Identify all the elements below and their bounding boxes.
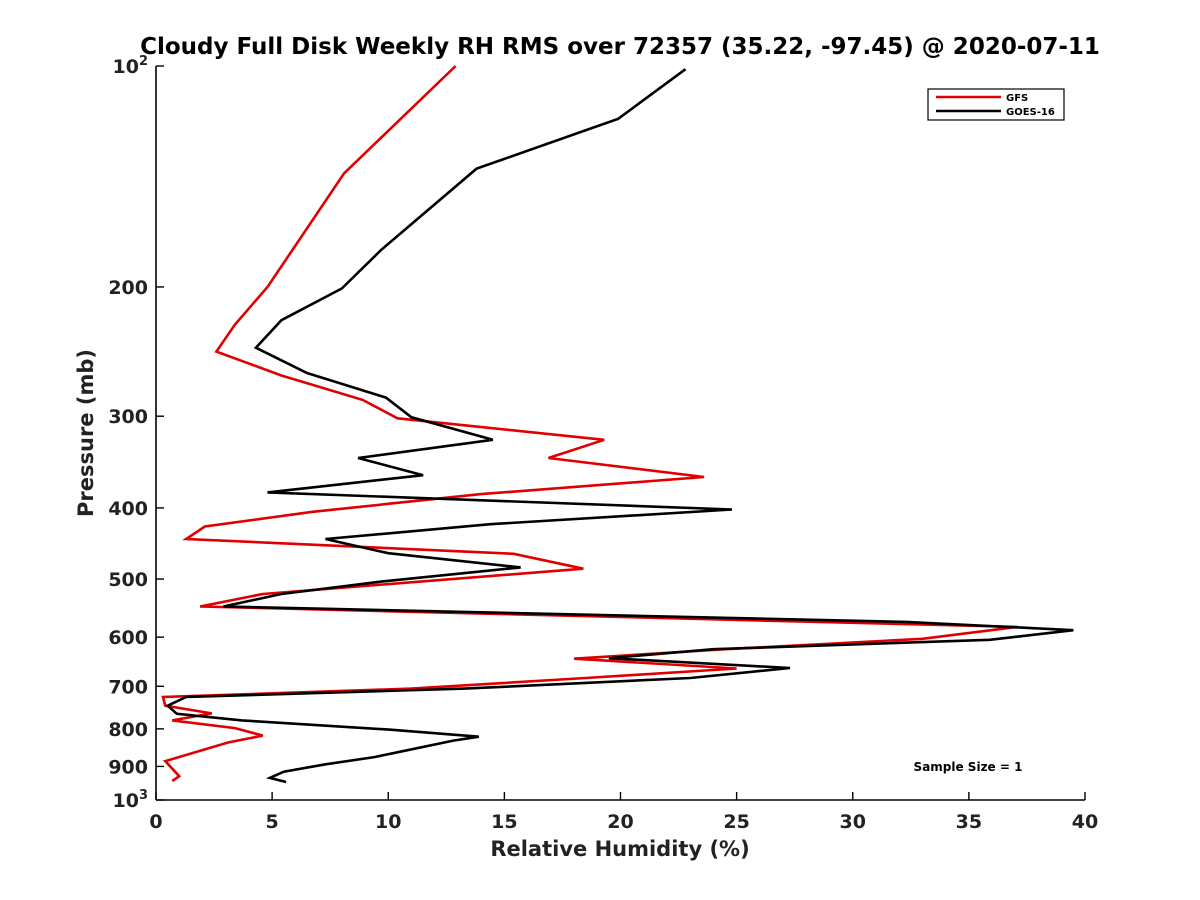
x-tick-label: 40 xyxy=(1072,811,1098,833)
y-tick-exponent: 3 xyxy=(139,788,148,803)
y-tick-base: 10 xyxy=(113,790,139,812)
x-axis-ticks: 0 5 10 15 20 25 30 35 40 xyxy=(149,792,1098,833)
y-tick-label: 500 xyxy=(108,569,148,591)
y-tick-label: 600 xyxy=(108,627,148,649)
y-tick-base: 400 xyxy=(108,498,148,520)
y-tick-label: 900 xyxy=(108,756,148,778)
sample-size-annotation: Sample Size = 1 xyxy=(914,760,1023,774)
y-tick-base: 10 xyxy=(113,56,139,78)
x-axis-label: Relative Humidity (%) xyxy=(490,837,749,861)
y-axis-label: Pressure (mb) xyxy=(74,349,98,517)
series-line-goes-16 xyxy=(165,68,1074,784)
y-tick-base: 900 xyxy=(108,756,148,778)
chart-title: Cloudy Full Disk Weekly RH RMS over 7235… xyxy=(140,34,1100,60)
y-tick-label: 300 xyxy=(108,406,148,428)
y-tick-base: 500 xyxy=(108,569,148,591)
y-tick-base: 200 xyxy=(108,277,148,299)
legend-label-goes-16: GOES-16 xyxy=(1006,107,1055,118)
legend-box xyxy=(927,88,1065,121)
plot-area xyxy=(155,66,1085,801)
y-tick-exponent: 2 xyxy=(139,54,148,69)
y-tick-label: 400 xyxy=(108,498,148,520)
y-tick-label: 800 xyxy=(108,719,148,741)
x-tick-label: 35 xyxy=(956,811,982,833)
y-tick-base: 800 xyxy=(108,719,148,741)
y-tick-base: 700 xyxy=(108,676,148,698)
y-tick-base: 300 xyxy=(108,406,148,428)
x-tick-label: 5 xyxy=(266,811,279,833)
legend: GFS GOES-16 xyxy=(927,88,1065,121)
y-tick-base: 600 xyxy=(108,627,148,649)
series-line-gfs xyxy=(161,65,1018,783)
x-tick-label: 15 xyxy=(491,811,517,833)
x-tick-label: 30 xyxy=(840,811,866,833)
y-tick-label: 102 xyxy=(113,54,149,78)
x-tick-label: 20 xyxy=(607,811,633,833)
x-tick-label: 10 xyxy=(375,811,401,833)
x-tick-label: 25 xyxy=(723,811,749,833)
y-tick-label: 200 xyxy=(108,277,148,299)
y-tick-label: 700 xyxy=(108,676,148,698)
y-tick-label: 103 xyxy=(113,788,149,812)
x-tick-label: 0 xyxy=(149,811,162,833)
legend-label-gfs: GFS xyxy=(1006,93,1028,104)
series-group xyxy=(161,65,1074,784)
